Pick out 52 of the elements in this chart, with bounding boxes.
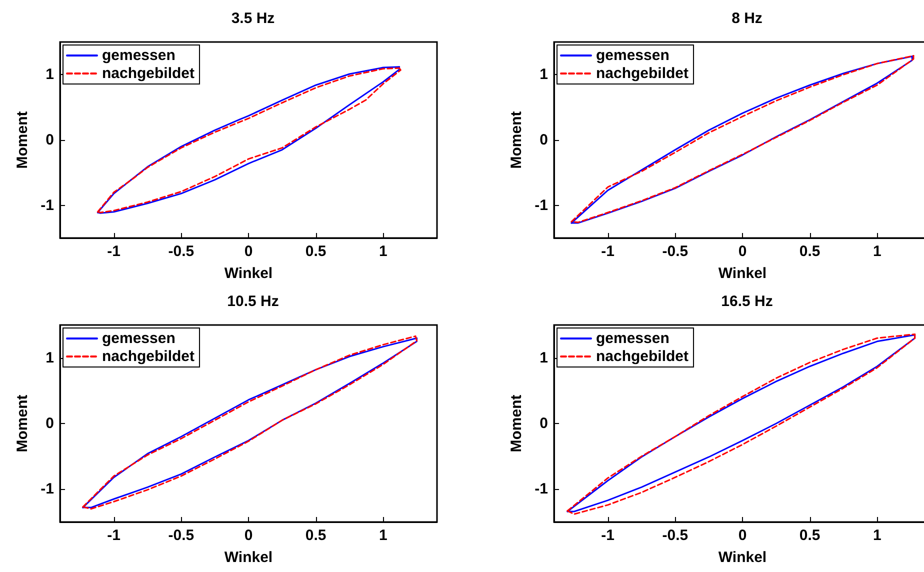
- x-tick-label: 0.5: [799, 243, 820, 260]
- x-tick-label: 1: [378, 527, 388, 544]
- y-tick-label: 1: [540, 349, 548, 366]
- y-axis-title: Moment: [14, 394, 31, 452]
- x-tick-label: 0.5: [305, 527, 326, 544]
- y-tick-label: 0: [540, 415, 548, 432]
- x-tick-label: -1: [601, 527, 615, 544]
- y-tick-label: 1: [540, 66, 548, 84]
- y-tick-label: 0: [540, 132, 548, 148]
- x-tick-label: -0.5: [168, 527, 194, 544]
- x-tick-label: 0.5: [305, 243, 326, 260]
- x-tick-label: 1: [872, 243, 882, 260]
- y-axis-title: Moment: [508, 394, 525, 452]
- y-axis-title: Moment: [508, 111, 525, 169]
- y-tick-label: 1: [46, 66, 54, 84]
- chart-title: 16.5 Hz: [721, 293, 773, 310]
- chart-title: 10.5 Hz: [227, 293, 279, 310]
- x-tick-label: -0.5: [662, 527, 688, 544]
- x-tick-label: -0.5: [662, 243, 688, 260]
- x-tick-label: -1: [601, 243, 615, 260]
- x-axis-title: Winkel: [718, 265, 767, 282]
- x-axis-title: Winkel: [224, 265, 273, 282]
- legend-label: nachgebildet: [596, 348, 689, 365]
- legend-label: gemessen: [102, 47, 176, 64]
- legend-label: gemessen: [596, 47, 670, 64]
- y-axis-title: Moment: [14, 111, 31, 169]
- y-tick-label: -1: [534, 480, 548, 498]
- y-tick-label: -1: [40, 480, 54, 498]
- chart-title: 3.5 Hz: [231, 10, 275, 27]
- x-tick-label: 0: [244, 243, 253, 260]
- x-axis-title: Winkel: [718, 549, 767, 566]
- x-tick-label: -1: [107, 243, 121, 260]
- x-tick-label: 1: [872, 527, 882, 544]
- x-axis-title: Winkel: [224, 549, 273, 566]
- x-tick-label: 1: [378, 243, 388, 260]
- legend-label: nachgebildet: [102, 65, 195, 82]
- x-tick-label: -1: [107, 527, 121, 544]
- y-tick-label: 0: [46, 132, 54, 148]
- x-tick-label: 0.5: [799, 527, 820, 544]
- y-tick-label: -1: [534, 196, 548, 214]
- y-tick-label: -1: [40, 196, 54, 214]
- chart-title: 8 Hz: [732, 10, 762, 27]
- x-tick-label: 0: [738, 527, 747, 544]
- x-tick-label: -0.5: [168, 243, 194, 260]
- legend-label: nachgebildet: [596, 65, 689, 82]
- legend-label: gemessen: [596, 330, 670, 347]
- y-tick-label: 0: [46, 415, 54, 432]
- x-tick-label: 0: [244, 527, 253, 544]
- legend-label: nachgebildet: [102, 348, 195, 365]
- legend-label: gemessen: [102, 330, 176, 347]
- y-tick-label: 1: [46, 349, 54, 366]
- x-tick-label: 0: [738, 243, 747, 260]
